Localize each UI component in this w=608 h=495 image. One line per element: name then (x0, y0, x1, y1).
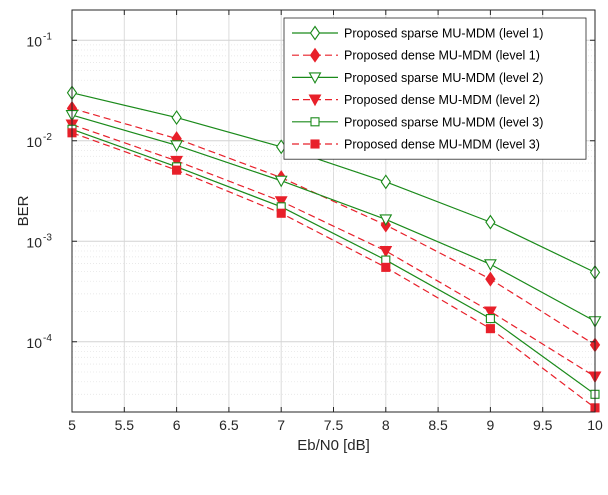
series-line-2 (71, 107, 596, 346)
data-point (170, 140, 184, 152)
x-axis-label: Eb/N0 [dB] (297, 437, 370, 454)
legend: Proposed sparse MU-MDM (level 1) Proposed… (283, 17, 587, 160)
data-point (380, 174, 391, 190)
x-tick-label: 8 (382, 417, 390, 433)
y-tick-label: 10 -2 (26, 132, 52, 150)
x-tick-label: 7 (277, 417, 285, 433)
y-ticks: 10-110-210-310-4 (26, 31, 595, 351)
x-tick-label: 8.5 (428, 417, 448, 433)
legend-marker (310, 117, 320, 127)
legend-marker (310, 139, 320, 149)
x-ticks: 5 5.5 6 6.5 7 7.5 8 8.5 9 9.5 10 (68, 10, 603, 433)
y-tick-label: 10 -4 (26, 333, 52, 351)
legend-label: Proposed dense MU-MDM (level 3) (344, 138, 540, 152)
data-point (483, 259, 497, 271)
data-point (171, 110, 182, 126)
y-axis-label: BER (15, 195, 32, 226)
data-point (485, 214, 496, 230)
legend-label: Proposed sparse MU-MDM (level 1) (344, 27, 543, 41)
legend-entry: Proposed sparse MU-MDM (level 2) (292, 71, 543, 85)
x-tick-label: 10 (587, 417, 603, 433)
y-tick-exponent: -3 (43, 232, 52, 243)
x-tick-label: 6.5 (219, 417, 239, 433)
y-tick-base: 10 (26, 234, 42, 250)
legend-entry: Proposed dense MU-MDM (level 2) (292, 93, 540, 107)
x-tick-label: 9.5 (533, 417, 553, 433)
series-line-1 (71, 92, 596, 273)
legend-marker (309, 25, 321, 41)
series-1 (66, 85, 601, 280)
y-tick-label: 10 -3 (26, 232, 52, 250)
y-tick-exponent: -2 (43, 132, 52, 143)
x-tick-label: 5.5 (115, 417, 135, 433)
x-tick-label: 7.5 (324, 417, 344, 433)
legend-marker (309, 47, 321, 63)
series-line-5 (71, 128, 596, 395)
data-point (379, 245, 393, 258)
legend-entry: Proposed dense MU-MDM (level 1) (292, 47, 540, 63)
data-point (485, 324, 495, 334)
legend-marker (308, 72, 322, 85)
data-point (379, 214, 393, 227)
data-point (381, 262, 391, 272)
data-point (170, 155, 184, 168)
series-line-6 (71, 132, 596, 409)
data-point (485, 314, 495, 324)
y-tick-exponent: -4 (43, 333, 52, 344)
legend-entry: Proposed dense MU-MDM (level 3) (292, 138, 540, 152)
legend-label: Proposed dense MU-MDM (level 1) (344, 49, 540, 63)
data-point (276, 208, 286, 218)
legend-entry: Proposed sparse MU-MDM (level 1) (292, 25, 543, 41)
series-line-3 (71, 114, 596, 322)
data-point (274, 175, 288, 188)
y-tick-base: 10 (26, 335, 42, 351)
data-point (274, 196, 288, 208)
legend-marker (308, 94, 322, 107)
series-4 (65, 119, 602, 384)
legend-label: Proposed sparse MU-MDM (level 3) (344, 115, 543, 129)
y-tick-base: 10 (26, 134, 42, 150)
y-tick-base: 10 (26, 33, 42, 49)
data-point (485, 271, 496, 287)
y-tick-exponent: -1 (43, 31, 52, 42)
x-tick-label: 9 (487, 417, 495, 433)
data-point (483, 306, 497, 319)
legend-box (283, 17, 587, 160)
data-point (172, 165, 182, 175)
legend-label: Proposed sparse MU-MDM (level 2) (344, 71, 543, 85)
legend-label: Proposed dense MU-MDM (level 2) (344, 93, 540, 107)
x-tick-label: 6 (173, 417, 181, 433)
x-tick-label: 5 (68, 417, 76, 433)
y-tick-label: 10 -1 (26, 31, 52, 49)
legend-entry: Proposed sparse MU-MDM (level 3) (292, 115, 543, 129)
series-line-4 (71, 123, 596, 378)
